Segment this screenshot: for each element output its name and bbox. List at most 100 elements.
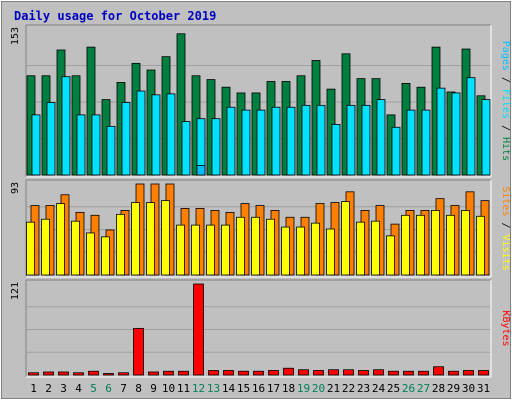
y-max-label: 93 <box>10 182 21 194</box>
visits-bar <box>251 216 260 276</box>
x-tick-label: 27 <box>417 382 430 395</box>
kbytes-bar <box>238 370 249 376</box>
kbytes-bar <box>133 327 144 376</box>
files-bar <box>286 106 296 176</box>
visits-bar <box>221 224 230 276</box>
kbytes-bar <box>193 283 204 376</box>
files-bar <box>106 125 116 176</box>
x-tick-label: 31 <box>477 382 490 395</box>
files-bar <box>211 118 221 176</box>
files-bar <box>346 104 356 176</box>
kbytes-bar <box>88 370 99 376</box>
visits-bar <box>206 224 215 276</box>
files-bar <box>46 102 56 176</box>
kbytes-bar <box>103 373 114 376</box>
visits-bar <box>116 213 125 276</box>
visits-bar <box>146 202 155 276</box>
x-tick-label: 3 <box>60 382 67 395</box>
files-bar <box>361 104 371 176</box>
x-tick-label: 22 <box>342 382 355 395</box>
legend-entry: Visits <box>500 235 511 271</box>
hits-bar <box>86 46 96 176</box>
kbytes-bar <box>373 369 384 376</box>
visits-bar <box>431 210 440 276</box>
visits-bar <box>26 221 35 276</box>
visits-bar <box>416 214 425 276</box>
files-bar <box>481 99 491 176</box>
visits-bar <box>326 228 335 276</box>
kbytes-bar <box>118 372 129 376</box>
kbytes-bar <box>328 369 339 376</box>
kbytes-bar <box>268 370 279 376</box>
kbytes-bar <box>28 372 39 376</box>
visits-bar <box>371 220 380 276</box>
files-bar <box>436 87 446 176</box>
panel-visits-sites: 93 Sites / Visits <box>10 179 511 278</box>
kbytes-bar <box>253 370 264 376</box>
panel-kbytes: 121 KBytes <box>10 279 511 378</box>
visits-bar <box>176 224 185 276</box>
files-bar <box>181 121 191 176</box>
legend-entry: / <box>500 71 511 89</box>
x-tick-label: 10 <box>162 382 175 395</box>
visits-bar <box>296 226 305 276</box>
visits-bar <box>266 218 275 276</box>
x-tick-label: 11 <box>177 382 190 395</box>
panel-background <box>26 280 491 377</box>
visits-bar <box>101 236 110 276</box>
x-tick-label: 25 <box>387 382 400 395</box>
files-bar <box>166 93 176 176</box>
kbytes-bar <box>298 369 309 376</box>
chart-panels: 153 Pages / Files / Hits 93 Sites / Visits 1… <box>10 24 511 378</box>
files-bar <box>121 102 131 176</box>
kbytes-bar <box>163 370 174 376</box>
visits-bar <box>71 220 80 276</box>
y-max-label: 121 <box>10 282 21 300</box>
visits-bar <box>356 221 365 276</box>
legend-entry: Files <box>500 89 511 119</box>
files-bar <box>76 114 86 176</box>
y-max-label: 153 <box>10 27 21 45</box>
files-bar <box>451 92 461 176</box>
legend-entry: KBytes <box>500 310 511 346</box>
kbytes-bar <box>343 369 354 376</box>
panel-bars <box>26 33 491 176</box>
panel-hits-files-pages: 153 Pages / Files / Hits <box>10 24 511 178</box>
visits-bar <box>56 203 65 276</box>
visits-bar <box>386 235 395 276</box>
x-tick-label: 17 <box>267 382 280 395</box>
files-bar <box>241 109 251 176</box>
x-tick-label: 24 <box>372 382 386 395</box>
kbytes-bar <box>358 370 369 376</box>
kbytes-bar <box>313 370 324 376</box>
legend-entry: / <box>500 119 511 137</box>
files-bar <box>331 124 341 176</box>
kbytes-bar <box>223 370 234 376</box>
visits-bar <box>131 202 140 276</box>
x-axis-day-labels: 1 2 3 4 5 6 7 8 9 10 11 12 13 14 15 16 17 18 19 20 21 22 23 24 2… <box>30 382 490 395</box>
kbytes-bar <box>73 372 84 376</box>
legend-entry: Sites <box>500 186 511 216</box>
files-bar <box>31 114 41 176</box>
panel-bars <box>28 283 489 376</box>
visits-bar <box>401 214 410 276</box>
kbytes-bar <box>403 370 414 376</box>
files-bar <box>376 99 386 176</box>
x-tick-label: 30 <box>462 382 475 395</box>
x-tick-label: 6 <box>105 382 112 395</box>
x-tick-label: 9 <box>150 382 157 395</box>
kbytes-bar <box>208 370 219 376</box>
visits-bar <box>341 201 350 276</box>
legend-entry: Hits <box>500 137 511 161</box>
panel-legend: Pages / Files / Hits <box>500 41 511 161</box>
files-bar <box>136 90 146 176</box>
visits-bar <box>191 224 200 276</box>
pages-bar <box>196 165 206 176</box>
x-tick-label: 29 <box>447 382 460 395</box>
files-bar <box>256 109 266 176</box>
visits-bar <box>461 210 470 276</box>
kbytes-bar <box>58 371 69 376</box>
visits-bar <box>476 215 485 276</box>
